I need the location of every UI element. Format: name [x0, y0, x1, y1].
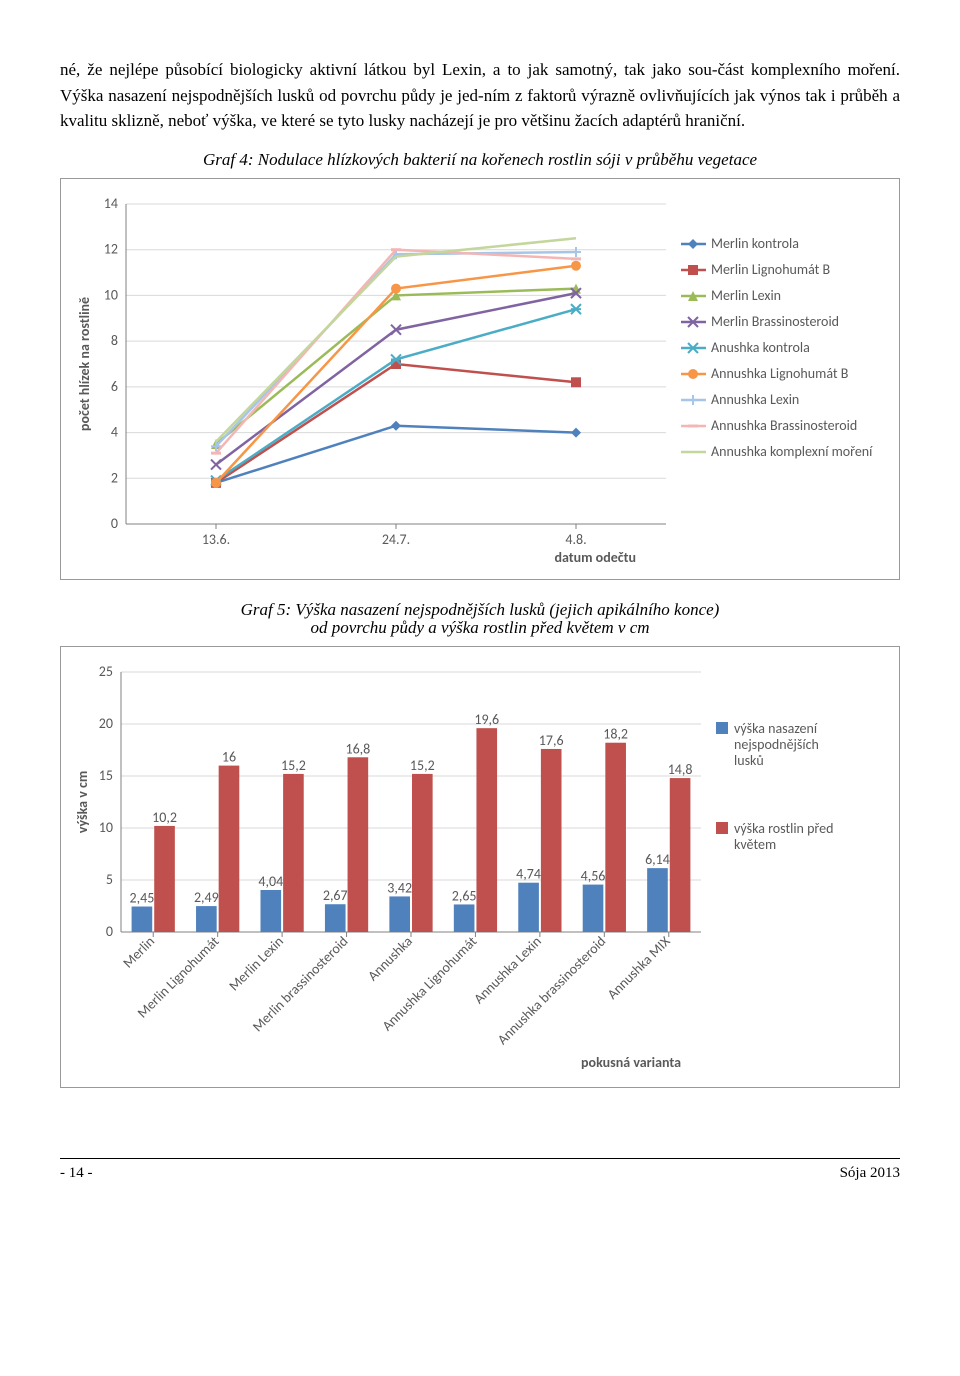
svg-text:Merlin: Merlin [119, 932, 158, 971]
svg-text:datum odečtu: datum odečtu [554, 549, 636, 566]
svg-text:6: 6 [111, 377, 118, 394]
chart4-caption: Graf 4: Nodulace hlízkových bakterií na … [60, 150, 900, 170]
svg-text:14: 14 [104, 195, 118, 212]
body-paragraph: né, že nejlépe působící biologicky aktiv… [60, 57, 900, 134]
svg-text:Merlin Lignohumát B: Merlin Lignohumát B [711, 261, 831, 278]
svg-text:18,2: 18,2 [603, 725, 628, 742]
svg-text:Annushka MIX: Annushka MIX [604, 932, 674, 1002]
svg-text:Merlin Lexin: Merlin Lexin [711, 287, 781, 304]
svg-text:Merlin Brassinosteroid: Merlin Brassinosteroid [711, 313, 839, 330]
svg-text:4.8.: 4.8. [565, 531, 586, 548]
svg-text:12: 12 [104, 240, 118, 257]
svg-text:výška v cm: výška v cm [74, 770, 91, 833]
svg-text:24.7.: 24.7. [382, 531, 410, 548]
svg-text:4,74: 4,74 [516, 865, 541, 882]
svg-text:13.6.: 13.6. [202, 531, 230, 548]
svg-text:20: 20 [99, 715, 113, 732]
svg-text:4,56: 4,56 [581, 867, 606, 884]
svg-text:17,6: 17,6 [539, 731, 564, 748]
svg-text:2,67: 2,67 [323, 887, 348, 904]
svg-text:15: 15 [99, 767, 113, 784]
svg-text:Annushka komplexní moření: Annushka komplexní moření [711, 443, 873, 460]
svg-text:15,2: 15,2 [410, 756, 435, 773]
svg-text:0: 0 [111, 515, 118, 532]
svg-text:3,42: 3,42 [387, 879, 412, 896]
svg-text:květem: květem [734, 836, 776, 853]
svg-text:16: 16 [222, 748, 236, 765]
svg-text:10,2: 10,2 [152, 808, 177, 825]
svg-text:Annushka Brassinosteroid: Annushka Brassinosteroid [711, 417, 857, 434]
svg-text:nejspodnějších: nejspodnějších [734, 736, 819, 753]
svg-text:pokusná varianta: pokusná varianta [581, 1054, 681, 1071]
svg-text:2,45: 2,45 [130, 889, 155, 906]
page-footer: - 14 - Sója 2013 [60, 1158, 900, 1182]
svg-text:8: 8 [111, 332, 118, 349]
chart5-caption-line1: Graf 5: Výška nasazení nejspodnějších lu… [60, 600, 900, 620]
chart4-figure: 0 2 4 6 8 10 12 14 13.6. 24.7. 4.8.datum odečtu poč… [60, 178, 900, 580]
svg-text:25: 25 [99, 663, 113, 680]
svg-text:10: 10 [99, 819, 113, 836]
chart5-figure: 0 5 10 15 20 25 výška v cm 2,45 10,2 Merlin 2,49 16… [60, 646, 900, 1088]
footer-page-number: - 14 - [60, 1165, 93, 1182]
svg-text:16,8: 16,8 [345, 740, 370, 757]
svg-text:10: 10 [104, 286, 118, 303]
svg-text:Merlin kontrola: Merlin kontrola [711, 235, 799, 252]
svg-text:19,6: 19,6 [474, 711, 499, 728]
svg-text:výška rostlin před: výška rostlin před [734, 820, 833, 837]
svg-text:počet hlízek na rostlině: počet hlízek na rostlině [76, 296, 93, 430]
svg-text:Anushka kontrola: Anushka kontrola [711, 339, 810, 356]
svg-text:5: 5 [106, 871, 113, 888]
svg-text:Annushka brassinosteroid: Annushka brassinosteroid [494, 932, 609, 1047]
footer-doc-title: Sója 2013 [840, 1165, 900, 1182]
svg-text:14,8: 14,8 [668, 761, 693, 778]
svg-text:Annushka Lexin: Annushka Lexin [711, 391, 799, 408]
chart5-caption-line2: od povrchu půdy a výška rostlin před kvě… [60, 618, 900, 638]
svg-text:4,04: 4,04 [258, 872, 283, 889]
svg-text:6,14: 6,14 [645, 851, 670, 868]
svg-text:2: 2 [111, 469, 118, 486]
svg-text:4: 4 [111, 423, 118, 440]
svg-text:15,2: 15,2 [281, 756, 306, 773]
svg-text:Annushka: Annushka [364, 932, 416, 984]
svg-text:0: 0 [106, 923, 113, 940]
svg-text:výška nasazení: výška nasazení [734, 720, 818, 737]
svg-text:lusků: lusků [734, 752, 764, 769]
svg-text:2,65: 2,65 [452, 887, 477, 904]
svg-text:Merlin Lexin: Merlin Lexin [225, 932, 287, 994]
svg-text:2,49: 2,49 [194, 889, 219, 906]
svg-text:Annushka Lignohumát B: Annushka Lignohumát B [711, 365, 849, 382]
